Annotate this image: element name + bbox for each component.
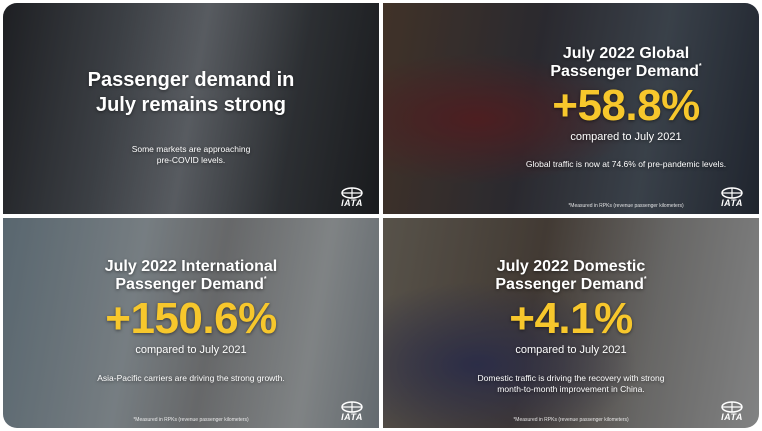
- title-text: Passenger Demand: [115, 276, 264, 293]
- iata-logo: IATA: [715, 187, 749, 208]
- note: month-to-month improvement in China.: [497, 384, 645, 394]
- photo-shade: [383, 3, 759, 214]
- logo-text: IATA: [721, 198, 743, 208]
- title-mark: *: [263, 276, 267, 283]
- panel-title: Passenger Demand*: [3, 276, 379, 294]
- iata-logo: IATA: [335, 401, 369, 422]
- note: Global traffic is now at 74.6% of pre-pa…: [525, 159, 727, 169]
- stat: +58.8%: [552, 81, 700, 130]
- footnote: *Measured in RPKs (revenue passenger kil…: [568, 203, 684, 209]
- panel-title: Passenger Demand*: [493, 63, 759, 81]
- comparison: compared to July 2021: [570, 131, 682, 143]
- panel[interactable]: July 2022 Global Passenger Demand* +58.8…: [383, 3, 759, 214]
- comparison: compared to July 2021: [515, 344, 627, 356]
- title-text: Passenger Demand: [550, 63, 699, 80]
- comparison: compared to July 2021: [135, 344, 247, 356]
- stat: +4.1%: [509, 294, 633, 343]
- iata-logo: IATA: [335, 187, 369, 208]
- panel[interactable]: Passenger demand in July remains strong …: [3, 3, 379, 214]
- panel-body: Some markets are approaching: [131, 144, 251, 154]
- title-mark: *: [698, 63, 702, 70]
- logo-text: IATA: [341, 412, 363, 422]
- panel-body: pre-COVID levels.: [156, 155, 226, 165]
- title-mark: *: [643, 276, 647, 283]
- panel[interactable]: July 2022 Domestic Passenger Demand* +4.…: [383, 218, 759, 428]
- photo-shade: [3, 218, 379, 428]
- title-text: Passenger Demand: [495, 276, 644, 293]
- panel[interactable]: July 2022 International Passenger Demand…: [3, 218, 379, 428]
- panel-title: July remains strong: [95, 94, 287, 116]
- panel-title: July 2022 International: [104, 258, 278, 275]
- photo-shade: [383, 218, 759, 428]
- panel-title: July 2022 Global: [562, 45, 690, 62]
- photo-shade: [3, 3, 379, 214]
- iata-logo: IATA: [715, 401, 749, 422]
- panel-title: Passenger Demand*: [383, 276, 759, 294]
- footnote: *Measured in RPKs (revenue passenger kil…: [513, 417, 629, 423]
- logo-text: IATA: [341, 198, 363, 208]
- footnote: *Measured in RPKs (revenue passenger kil…: [133, 417, 249, 423]
- stat: +150.6%: [105, 294, 277, 343]
- note: Domestic traffic is driving the recovery…: [477, 373, 665, 383]
- panel-title: Passenger demand in: [87, 69, 295, 91]
- note: Asia-Pacific carriers are driving the st…: [97, 373, 285, 383]
- panel-title: July 2022 Domestic: [496, 258, 646, 275]
- logo-text: IATA: [721, 412, 743, 422]
